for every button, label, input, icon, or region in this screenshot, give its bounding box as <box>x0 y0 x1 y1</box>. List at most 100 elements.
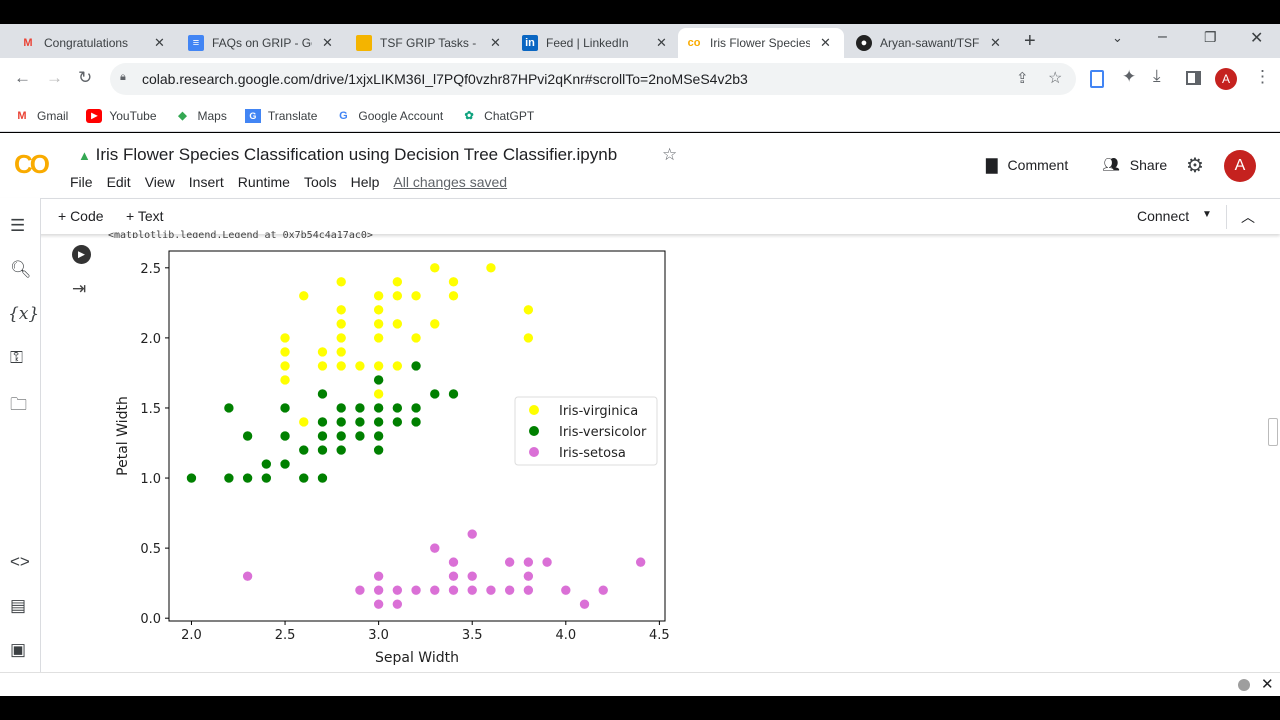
address-bar-row: ← → ↻ 🔒︎ colab.research.google.com/drive… <box>0 58 1280 100</box>
data-point-iris-setosa <box>392 598 403 610</box>
data-point-iris-versicolor <box>429 388 441 400</box>
tab-gmail[interactable]: M Congratulations ✕ <box>12 28 174 58</box>
bookmark-gmail[interactable]: M Gmail <box>14 109 68 123</box>
add-code-button[interactable]: + Code <box>58 208 104 224</box>
terminal-icon[interactable]: ▣ <box>10 640 27 659</box>
download-icon[interactable]: ⤓ <box>1153 66 1161 85</box>
runtime-status-icon <box>1238 679 1250 691</box>
secrets-key-icon[interactable]: ⚿ <box>10 348 23 367</box>
data-point-iris-virginica <box>373 332 384 344</box>
menu-insert[interactable]: Insert <box>188 174 224 190</box>
output-actions-icon[interactable]: ⇥ <box>72 279 87 298</box>
menu-view[interactable]: View <box>144 174 175 190</box>
tab-faqs[interactable]: ≡ FAQs on GRIP - Go ✕ <box>180 28 342 58</box>
y-tick-label: 0.0 <box>140 612 161 627</box>
command-palette-icon[interactable]: ▤ <box>10 596 27 615</box>
bookmark-chatgpt[interactable]: ✿ ChatGPT <box>461 109 535 123</box>
bookmark-translate[interactable]: G Translate <box>244 108 318 123</box>
data-point-iris-versicolor <box>298 472 310 484</box>
restore-button[interactable]: ❐ <box>1204 29 1217 45</box>
new-tab-button[interactable]: + <box>1024 30 1036 52</box>
chatgpt-icon: ✿ <box>464 110 474 122</box>
data-point-iris-versicolor <box>317 472 328 484</box>
data-point-iris-virginica <box>279 346 291 358</box>
menu-runtime[interactable]: Runtime <box>237 174 290 190</box>
data-point-iris-versicolor <box>279 430 291 442</box>
tab-github[interactable]: ● Aryan-sawant/TSF ✕ <box>848 28 1010 58</box>
connect-dropdown-icon[interactable]: ▼ <box>1202 209 1212 220</box>
bookmark-label: Translate <box>267 108 318 123</box>
colab-logo[interactable]: CO <box>14 149 50 179</box>
data-point-iris-versicolor <box>373 416 384 428</box>
side-panel-icon[interactable] <box>1186 71 1201 85</box>
tab-linkedin[interactable]: in Feed | LinkedIn ✕ <box>514 28 676 58</box>
bookmark-star-icon[interactable]: ☆ <box>1048 70 1063 87</box>
save-status[interactable]: All changes saved <box>393 174 508 190</box>
data-point-iris-virginica <box>523 304 534 316</box>
data-point-iris-virginica <box>335 304 347 316</box>
back-icon[interactable]: ← <box>14 68 31 87</box>
minimize-button[interactable]: – <box>1158 28 1167 45</box>
account-avatar[interactable]: A <box>1224 150 1256 182</box>
gmail-icon: M <box>17 109 27 122</box>
profile-avatar[interactable]: A <box>1215 68 1237 90</box>
close-icon[interactable]: ✕ <box>990 35 1001 50</box>
share-page-icon[interactable]: ⇪ <box>1016 70 1029 87</box>
menu-edit[interactable]: Edit <box>106 174 131 190</box>
forward-icon[interactable]: → <box>46 68 63 87</box>
reload-icon[interactable]: ↻ <box>78 68 93 87</box>
tab-tsf-tasks[interactable]: TSF GRIP Tasks - G ✕ <box>348 28 510 58</box>
puzzle-extensions-icon[interactable]: ✦ <box>1122 67 1137 86</box>
bookmark-label: Google Account <box>358 108 444 123</box>
close-icon[interactable]: ✕ <box>490 35 501 50</box>
search-icon[interactable]: 🔍︎ <box>10 260 32 279</box>
notebook-title[interactable]: ▲ Iris Flower Species Classification usi… <box>78 145 617 165</box>
data-point-iris-setosa <box>448 570 459 582</box>
data-point-iris-virginica <box>335 318 347 330</box>
close-icon[interactable]: ✕ <box>154 35 165 50</box>
bookmark-youtube[interactable]: ▶ YouTube <box>86 108 157 123</box>
code-snippets-icon[interactable]: <> <box>10 552 30 571</box>
menu-help[interactable]: Help <box>350 174 380 190</box>
close-icon[interactable]: ✕ <box>656 35 667 50</box>
settings-gear-icon[interactable]: ⚙ <box>1186 155 1204 177</box>
data-point-iris-versicolor <box>261 458 272 470</box>
collapse-header-icon[interactable]: ︿ <box>1241 209 1255 225</box>
run-cell-button[interactable]: ▶ <box>72 245 91 264</box>
tab-label: FAQs on GRIP - Go <box>212 36 312 50</box>
data-point-iris-virginica <box>392 318 403 330</box>
maps-icon: ◆ <box>178 110 187 122</box>
data-point-iris-versicolor <box>186 472 197 484</box>
close-status-icon[interactable]: ✕ <box>1261 676 1274 693</box>
extension-icon[interactable] <box>1090 70 1104 88</box>
scrollbar-thumb[interactable] <box>1268 418 1278 446</box>
browser-menu-icon[interactable]: ⋮ <box>1254 67 1271 86</box>
close-icon[interactable]: ✕ <box>322 35 333 50</box>
tab-strip: M Congratulations ✕ ≡ FAQs on GRIP - Go ✕ TS… <box>0 24 1280 58</box>
data-point-iris-virginica <box>448 276 459 288</box>
close-icon[interactable]: ✕ <box>820 35 831 50</box>
tab-search-chevron-icon[interactable]: ⌄ <box>1112 30 1123 45</box>
url-input[interactable]: 🔒︎ colab.research.google.com/drive/1xjxL… <box>110 63 1076 95</box>
files-folder-icon[interactable]: 🗀 <box>10 395 27 414</box>
left-sidebar: ☰ 🔍︎ {x} ⚿ 🗀 <> ▤ ▣ <box>0 198 41 672</box>
add-text-button[interactable]: + Text <box>126 208 164 224</box>
comment-button[interactable]: ▇ Comment <box>986 156 1068 174</box>
menu-file[interactable]: File <box>70 174 93 190</box>
tab-colab[interactable]: co Iris Flower Species ✕ <box>678 28 844 58</box>
data-point-iris-virginica <box>373 304 384 316</box>
data-point-iris-virginica <box>373 388 384 400</box>
data-point-iris-virginica <box>448 290 459 302</box>
bookmark-maps[interactable]: ◆ Maps <box>175 109 227 123</box>
star-icon[interactable]: ☆ <box>662 145 678 164</box>
data-point-iris-setosa <box>541 556 553 568</box>
connect-button[interactable]: Connect <box>1137 208 1190 224</box>
people-icon: 👥︎ <box>1102 156 1120 172</box>
table-of-contents-icon[interactable]: ☰ <box>10 216 26 235</box>
data-point-iris-setosa <box>373 584 384 596</box>
bookmark-google-account[interactable]: G Google Account <box>335 109 443 123</box>
variables-icon[interactable]: {x} <box>8 304 40 324</box>
window-close-button[interactable]: ✕ <box>1250 30 1264 47</box>
share-button[interactable]: 👥︎ Share <box>1102 156 1167 173</box>
menu-tools[interactable]: Tools <box>303 174 337 190</box>
